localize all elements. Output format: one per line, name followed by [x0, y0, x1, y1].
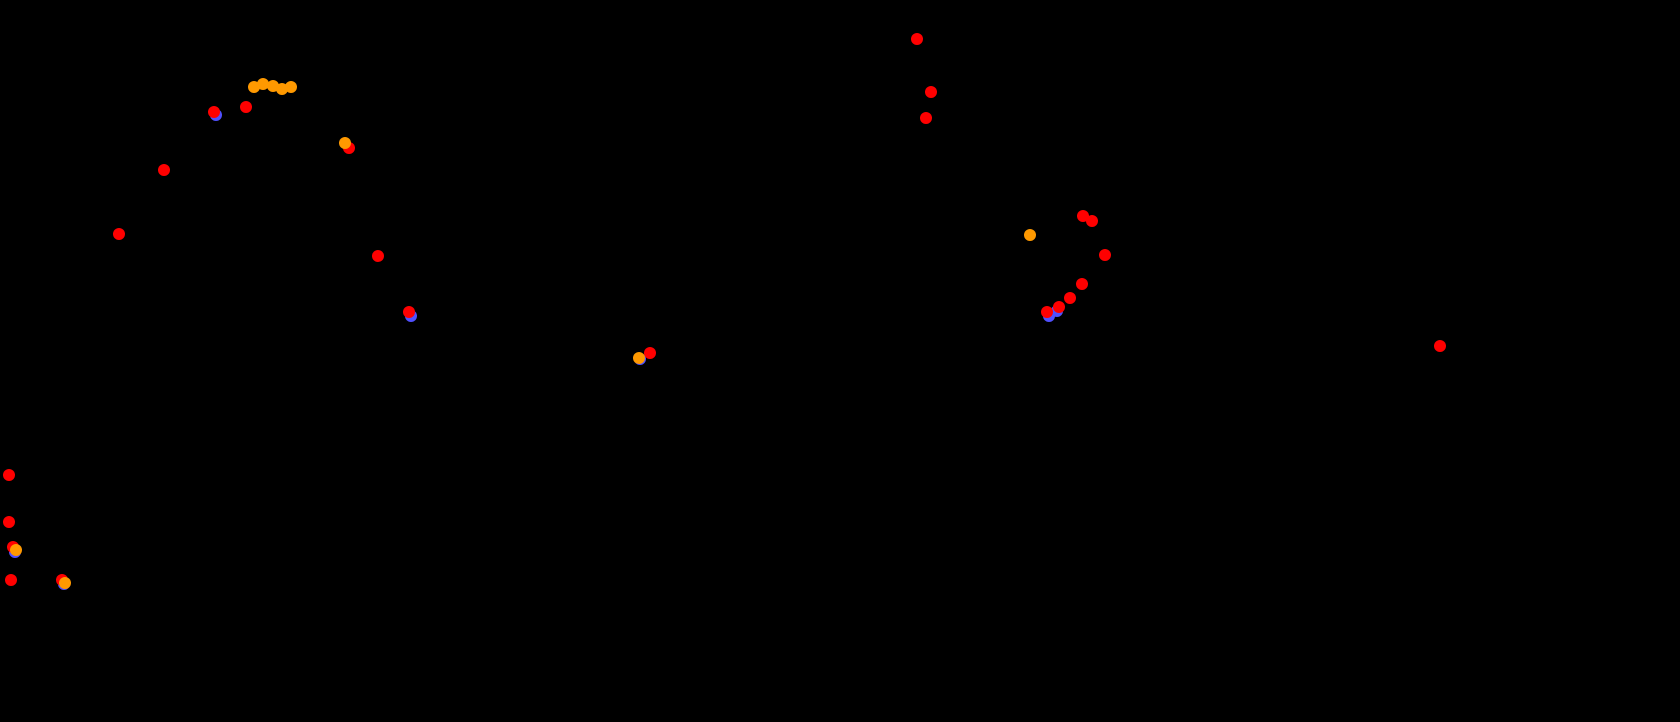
point-primary [1086, 215, 1098, 227]
point-primary [208, 106, 220, 118]
point-highlight [633, 352, 645, 364]
point-primary [1076, 278, 1088, 290]
point-primary [158, 164, 170, 176]
point-primary [403, 306, 415, 318]
point-primary [3, 516, 15, 528]
point-highlight [285, 81, 297, 93]
point-primary [1099, 249, 1111, 261]
point-highlight [339, 137, 351, 149]
point-primary [1064, 292, 1076, 304]
point-primary [925, 86, 937, 98]
point-highlight [59, 577, 71, 589]
point-highlight [10, 544, 22, 556]
point-primary [113, 228, 125, 240]
point-primary [3, 469, 15, 481]
point-primary [240, 101, 252, 113]
point-highlight [1024, 229, 1036, 241]
point-primary [911, 33, 923, 45]
point-primary [1053, 301, 1065, 313]
point-primary [5, 574, 17, 586]
point-primary [920, 112, 932, 124]
point-primary [644, 347, 656, 359]
scatter-plot [0, 0, 1680, 722]
point-primary [372, 250, 384, 262]
point-primary [1434, 340, 1446, 352]
point-primary [1041, 306, 1053, 318]
